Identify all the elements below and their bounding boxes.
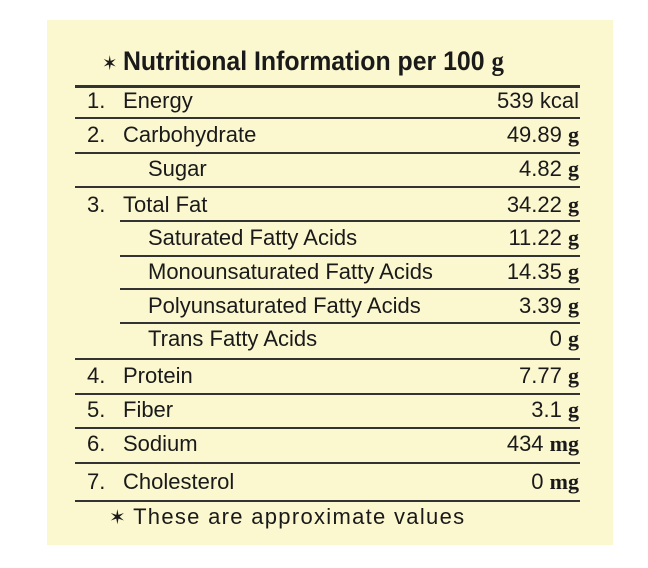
amount-value: 49.89 bbox=[506, 122, 562, 147]
amount-unit: g bbox=[568, 293, 579, 318]
row-amount: 0 mg bbox=[531, 469, 579, 495]
amount-value: 0 bbox=[549, 326, 562, 351]
row-amount: 539 kcal bbox=[497, 88, 579, 114]
row-rule bbox=[75, 462, 580, 464]
row-rule bbox=[120, 220, 580, 222]
row-rule bbox=[120, 322, 580, 324]
row-name: Saturated Fatty Acids bbox=[148, 225, 358, 250]
row-rule bbox=[75, 393, 580, 395]
row-number: 3. bbox=[87, 192, 106, 217]
row-amount: 434 mg bbox=[507, 431, 579, 457]
amount-value: 3.1 bbox=[531, 397, 562, 422]
row-amount: 3.1 g bbox=[531, 397, 579, 423]
amount-value: 7.77 bbox=[519, 363, 562, 388]
row-name: Polyunsaturated Fatty Acids bbox=[148, 293, 421, 318]
row-rule bbox=[75, 500, 580, 502]
amount-unit: mg bbox=[549, 431, 579, 456]
row-name: Carbohydrate bbox=[123, 122, 257, 147]
amount-unit: g bbox=[568, 397, 579, 422]
row-number: 2. bbox=[87, 122, 106, 147]
row-number: 1. bbox=[87, 88, 106, 113]
amount-unit: g bbox=[568, 122, 579, 147]
row-name: Fiber bbox=[123, 397, 174, 422]
amount-value: 539 bbox=[497, 88, 534, 113]
nutrition-panel: ✶ Nutritional Information per 100 g ✶ Thes… bbox=[47, 20, 613, 545]
row-name: Cholesterol bbox=[123, 469, 235, 494]
footer: ✶ These are approximate values bbox=[109, 504, 465, 530]
star-icon: ✶ bbox=[102, 53, 118, 75]
row-name: Energy bbox=[123, 88, 193, 113]
title: ✶ Nutritional Information per 100 g bbox=[102, 46, 504, 77]
row-amount: 34.22 g bbox=[507, 192, 579, 218]
row-number: 7. bbox=[87, 469, 106, 494]
title-unit: g bbox=[491, 46, 504, 76]
amount-unit: g bbox=[568, 225, 579, 250]
row-name: Trans Fatty Acids bbox=[148, 326, 318, 351]
row-number: 4. bbox=[87, 363, 106, 388]
row-amount: 14.35 g bbox=[507, 259, 579, 285]
amount-value: 11.22 bbox=[508, 225, 562, 250]
title-text: Nutritional Information per 100 bbox=[122, 46, 485, 76]
row-amount: 7.77 g bbox=[519, 363, 579, 389]
row-rule bbox=[75, 186, 580, 188]
amount-unit: mg bbox=[549, 469, 579, 494]
row-name: Protein bbox=[123, 363, 193, 388]
star-icon: ✶ bbox=[109, 507, 128, 529]
row-number: 6. bbox=[87, 431, 106, 456]
amount-unit: kcal bbox=[539, 88, 579, 113]
row-amount: 49.89 g bbox=[507, 122, 579, 148]
row-rule bbox=[75, 117, 580, 119]
row-name: Sodium bbox=[123, 431, 198, 456]
amount-value: 3.39 bbox=[519, 293, 562, 318]
row-name: Sugar bbox=[148, 156, 207, 181]
row-amount: 4.82 g bbox=[519, 156, 579, 182]
row-rule bbox=[75, 152, 580, 154]
row-rule bbox=[75, 358, 580, 360]
amount-value: 4.82 bbox=[519, 156, 562, 181]
amount-unit: g bbox=[568, 156, 579, 181]
row-rule bbox=[120, 288, 580, 290]
amount-value: 14.35 bbox=[506, 259, 562, 284]
row-amount: 3.39 g bbox=[519, 293, 579, 319]
amount-unit: g bbox=[568, 326, 579, 351]
row-amount: 0 g bbox=[550, 326, 579, 352]
footer-text: These are approximate values bbox=[133, 504, 466, 529]
amount-value: 34.22 bbox=[506, 192, 562, 217]
row-name: Monounsaturated Fatty Acids bbox=[148, 259, 433, 284]
row-name: Total Fat bbox=[123, 192, 208, 217]
amount-unit: g bbox=[568, 363, 579, 388]
amount-value: 0 bbox=[531, 469, 544, 494]
row-rule bbox=[75, 427, 580, 429]
amount-unit: g bbox=[568, 259, 579, 284]
row-rule bbox=[120, 255, 580, 257]
row-number: 5. bbox=[87, 397, 106, 422]
title-rule bbox=[75, 85, 580, 88]
amount-value: 434 bbox=[506, 431, 544, 456]
amount-unit: g bbox=[568, 192, 579, 217]
row-amount: 11.22 g bbox=[508, 225, 579, 251]
